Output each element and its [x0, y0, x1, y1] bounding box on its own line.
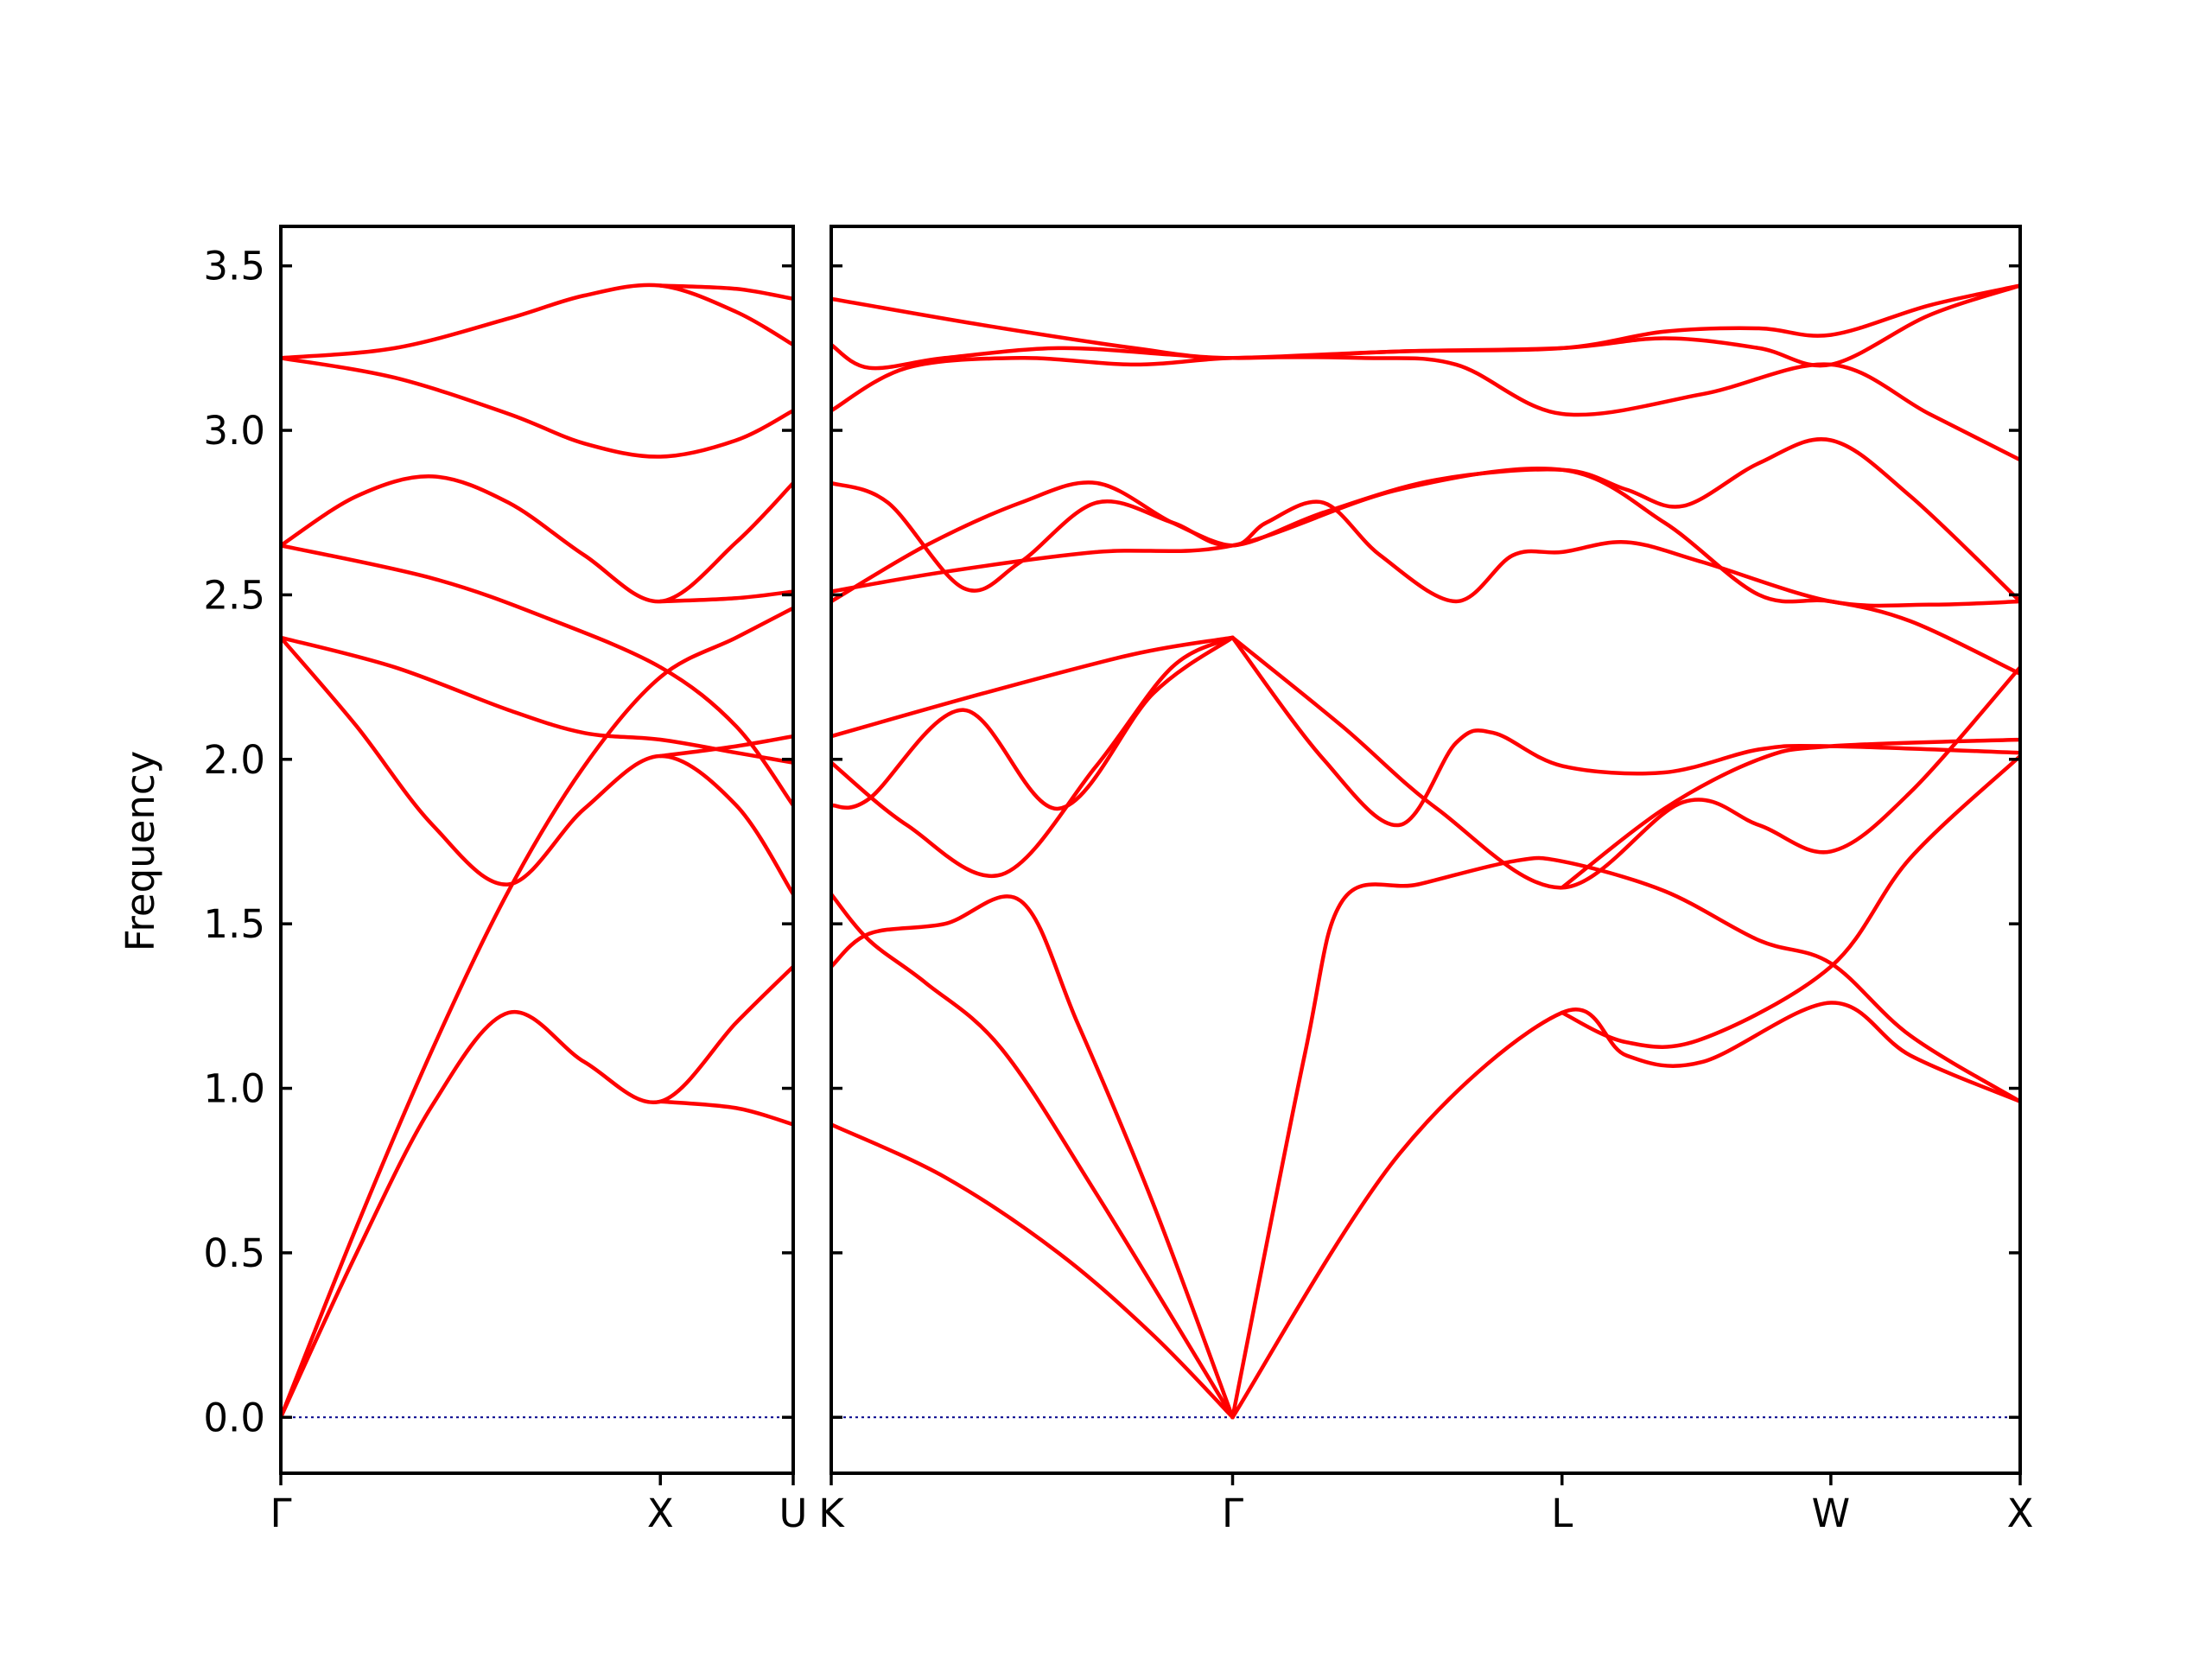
y-tick-label: 1.5: [203, 901, 265, 947]
y-tick-label: 0.5: [203, 1230, 265, 1276]
y-tick-label: 2.0: [203, 737, 265, 783]
y-axis-label: Frequency: [118, 751, 163, 951]
band-line: [281, 356, 793, 459]
band-line: [831, 892, 1235, 1420]
x-tick-label: X: [647, 1491, 674, 1536]
band-line: [658, 589, 793, 604]
x-tick-label: X: [2007, 1491, 2034, 1536]
band-line: [1230, 635, 2020, 828]
x-tick-label: W: [1812, 1491, 1851, 1536]
band-line: [281, 606, 793, 1420]
band-line: [281, 283, 793, 360]
band-line: [281, 635, 793, 897]
y-tick-label: 3.0: [203, 408, 265, 454]
y-tick-label: 0.0: [203, 1395, 265, 1440]
band-line: [831, 635, 1235, 879]
panel-frame: [830, 225, 2022, 1475]
x-tick-label: U: [779, 1491, 808, 1536]
band-line: [831, 283, 2020, 371]
band-line: [1560, 737, 2020, 890]
band-line: [831, 894, 1235, 1420]
band-lines: [281, 283, 793, 1420]
band-line: [831, 283, 2020, 360]
band-line: [658, 1099, 793, 1127]
band-line: [1230, 635, 2020, 890]
band-line: [831, 437, 2020, 604]
band-line: [281, 964, 793, 1420]
band-line: [1230, 855, 2020, 1420]
x-tick-label: K: [818, 1491, 845, 1536]
band-line: [831, 1122, 1235, 1420]
band-line: [281, 635, 793, 765]
left-panel: 0.0 0.5 1.0 1.5 2.0 2.5 3.0 3.5 Γ X U: [203, 225, 808, 1536]
band-line: [281, 474, 793, 604]
band-line: [831, 635, 1235, 739]
x-tick-label: L: [1551, 1491, 1573, 1536]
band-line: [1560, 753, 2020, 1049]
x-tick-label: Γ: [270, 1491, 291, 1536]
band-lines: [831, 283, 2020, 1420]
band-line: [658, 283, 793, 302]
band-line: [831, 480, 2020, 608]
band-line: [281, 543, 793, 808]
band-line: [831, 635, 1235, 811]
y-tick-label: 3.5: [203, 244, 265, 289]
band-line: [658, 734, 793, 759]
panel-frame: [279, 225, 795, 1475]
y-tick-label: 2.5: [203, 572, 265, 618]
x-tick-label: Γ: [1222, 1491, 1243, 1536]
band-line: [1230, 1001, 2020, 1420]
y-tick-label: 1.0: [203, 1066, 265, 1112]
